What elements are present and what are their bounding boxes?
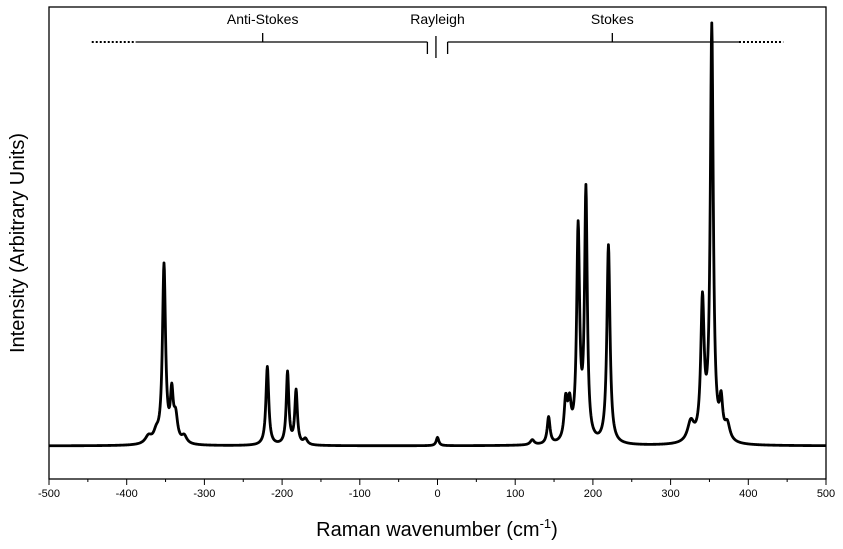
- stokes-label: Stokes: [591, 11, 634, 27]
- x-tick-label: 500: [817, 488, 835, 500]
- x-tick-label: 100: [506, 488, 524, 500]
- x-axis-title: Raman wavenumber (cm-1): [316, 516, 558, 541]
- x-tick-label: -200: [271, 488, 293, 500]
- x-tick-label: 200: [584, 488, 602, 500]
- spectrum-line: [47, 21, 828, 448]
- x-tick-label: -400: [116, 488, 138, 500]
- anti-stokes-label: Anti-Stokes: [227, 11, 299, 27]
- rayleigh-label: Rayleigh: [410, 11, 464, 27]
- x-tick-label: 400: [739, 488, 757, 500]
- x-tick-label: 0: [434, 488, 440, 500]
- x-tick-label: 300: [661, 488, 679, 500]
- x-tick-label: -100: [349, 488, 371, 500]
- x-tick-label: -300: [193, 488, 215, 500]
- x-axis: -500 -400 -300 -200 -100 0 100 200 300 400 500: [38, 479, 835, 500]
- y-axis-title: Intensity (Arbitrary Units): [7, 133, 29, 353]
- region-brackets: [91, 33, 784, 58]
- x-tick-label: -500: [38, 488, 60, 500]
